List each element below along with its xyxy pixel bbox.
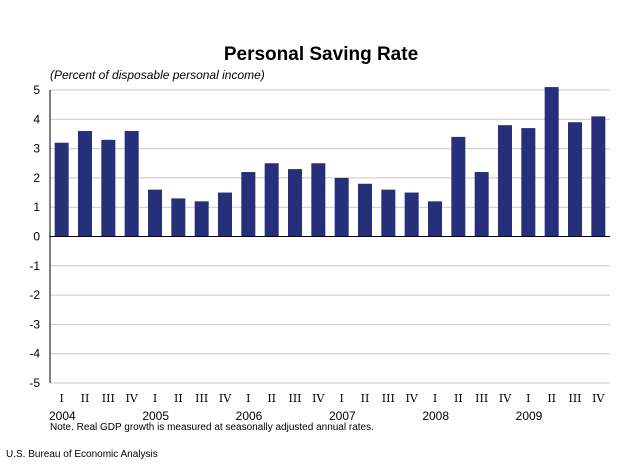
x-tick-label: IV <box>126 392 139 405</box>
bar <box>218 192 232 237</box>
bar <box>521 128 536 237</box>
bar <box>404 192 419 237</box>
x-tick-label: II <box>267 392 276 405</box>
year-label: 2005 <box>142 409 169 423</box>
x-tick-label: IV <box>219 392 232 405</box>
bar <box>171 198 186 237</box>
source-label: U.S. Bureau of Economic Analysis <box>6 449 158 460</box>
bar <box>288 169 302 237</box>
bar <box>148 189 162 237</box>
y-tick-label: -3 <box>29 317 40 331</box>
y-tick-label: -5 <box>29 376 40 390</box>
y-tick-label: 3 <box>33 142 40 156</box>
x-tick-label: III <box>288 392 301 405</box>
x-tick-label: IV <box>499 392 512 405</box>
bar <box>101 139 116 237</box>
x-tick-label: III <box>475 392 488 405</box>
year-label: 2008 <box>422 409 449 423</box>
x-tick-label: III <box>102 392 115 405</box>
bar <box>474 172 489 237</box>
bar <box>311 163 326 237</box>
y-tick-label: 1 <box>33 200 40 214</box>
chart-note: Note. Real GDP growth is measured at sea… <box>50 422 374 433</box>
y-tick-label: 5 <box>33 83 40 97</box>
year-label: 2009 <box>516 409 543 423</box>
x-tick-label: II <box>361 392 370 405</box>
bar <box>591 116 606 237</box>
chart-subtitle: (Percent of disposable personal income) <box>50 68 265 82</box>
x-tick-label: II <box>174 392 183 405</box>
y-tick-label: 2 <box>33 171 40 185</box>
x-tick-label: I <box>153 392 157 405</box>
bar <box>241 172 256 237</box>
x-tick-label: I <box>339 392 343 405</box>
y-tick-label: 4 <box>33 112 40 126</box>
x-tick-label: III <box>382 392 395 405</box>
bar <box>544 87 559 237</box>
bar <box>124 131 139 237</box>
x-tick-label: III <box>568 392 581 405</box>
year-label: 2004 <box>49 409 76 423</box>
year-label: 2007 <box>329 409 356 423</box>
x-tick-label: II <box>81 392 90 405</box>
x-tick-label: I <box>246 392 250 405</box>
bar <box>451 136 466 237</box>
x-tick-label: IV <box>592 392 605 405</box>
y-tick-label: -2 <box>29 288 40 302</box>
x-tick-label: III <box>195 392 208 405</box>
x-tick-label: I <box>526 392 530 405</box>
bar <box>428 201 442 237</box>
x-tick-label: II <box>547 392 556 405</box>
x-tick-label: II <box>454 392 463 405</box>
y-tick-label: -1 <box>29 259 40 273</box>
chart-title: Personal Saving Rate <box>223 44 419 65</box>
bar <box>78 131 92 237</box>
y-tick-label: 0 <box>33 230 40 244</box>
bar <box>264 163 279 237</box>
bar <box>194 201 209 237</box>
bar <box>498 125 512 237</box>
x-tick-label: I <box>433 392 437 405</box>
x-tick-label: IV <box>406 392 419 405</box>
bar <box>568 122 582 237</box>
bar <box>54 142 69 237</box>
x-tick-label: IV <box>312 392 325 405</box>
bar <box>381 189 396 237</box>
y-tick-label: -4 <box>29 347 40 361</box>
bar <box>358 183 372 237</box>
year-label: 2006 <box>236 409 263 423</box>
x-tick-label: I <box>59 392 63 405</box>
bar <box>334 177 349 237</box>
